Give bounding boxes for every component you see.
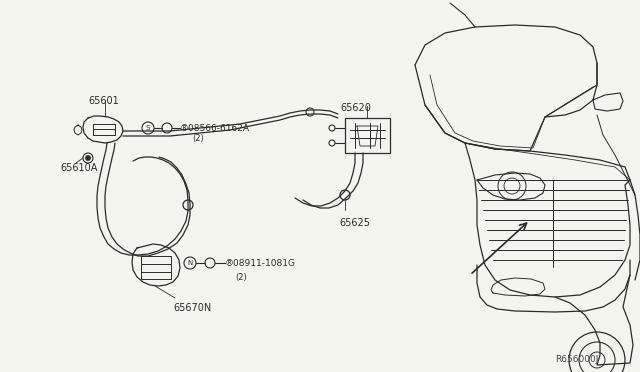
Bar xyxy=(345,118,390,153)
Circle shape xyxy=(86,155,90,160)
Text: 65601: 65601 xyxy=(88,96,119,106)
Text: 65610A: 65610A xyxy=(60,163,97,173)
Text: R656000J: R656000J xyxy=(555,355,598,364)
Text: ®08566-6162A: ®08566-6162A xyxy=(180,124,250,133)
Text: 65670N: 65670N xyxy=(173,303,211,313)
Text: (2): (2) xyxy=(235,273,247,282)
Text: 65625: 65625 xyxy=(339,218,370,228)
Text: ®08911-1081G: ®08911-1081G xyxy=(225,259,296,268)
Text: 65620: 65620 xyxy=(340,103,371,113)
Text: N: N xyxy=(188,260,193,266)
Text: S: S xyxy=(146,125,150,131)
Text: (2): (2) xyxy=(192,134,204,143)
